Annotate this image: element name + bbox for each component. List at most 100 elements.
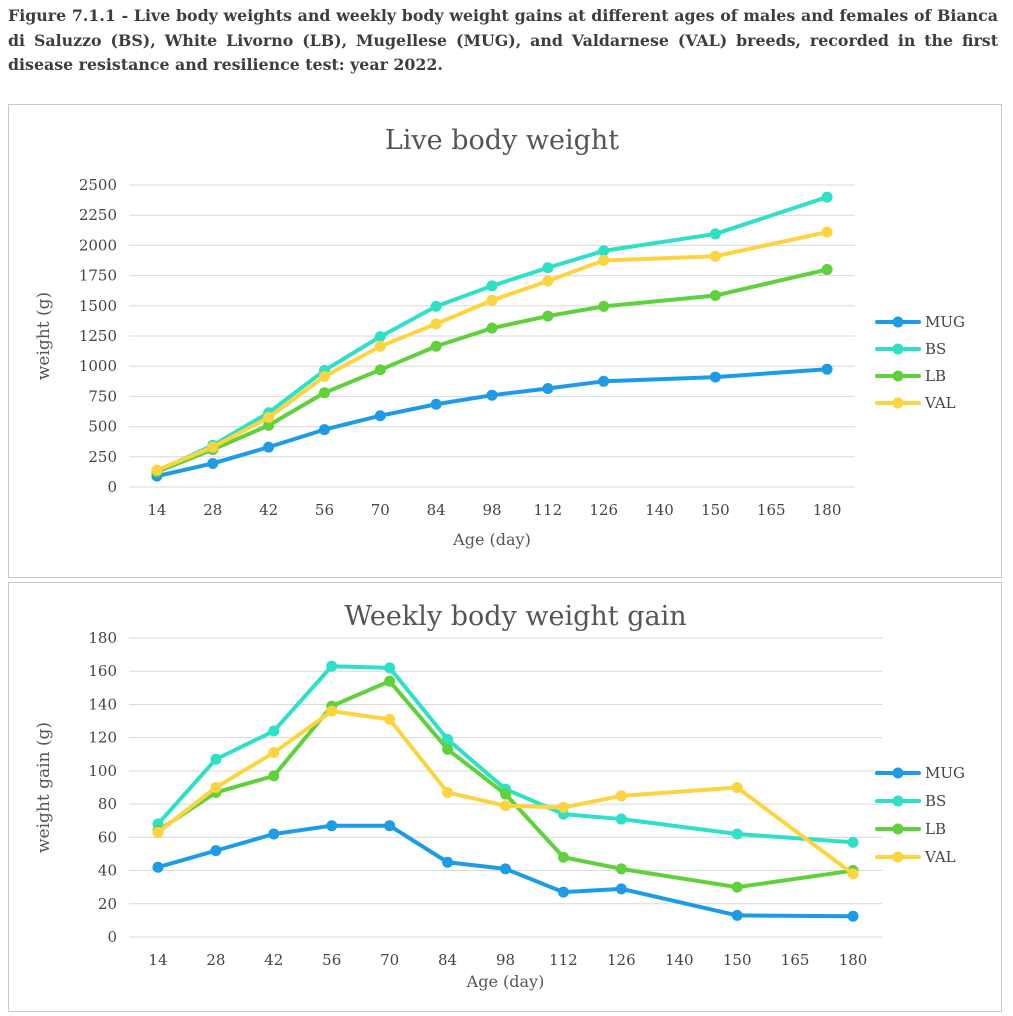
lbw-y-tick-label: 1250 <box>79 327 117 345</box>
wbg-data-point-bs <box>384 662 396 674</box>
lbw-x-tick-label: 150 <box>701 501 730 519</box>
wbg-x-tick-label: 56 <box>322 951 341 969</box>
lbw-data-point-mug <box>486 389 498 401</box>
lbw-y-tick-label: 0 <box>107 478 117 496</box>
wbg-x-tick-label: 98 <box>496 951 515 969</box>
wbg-y-axis-label: weight gain (g) <box>34 722 54 853</box>
wbg-y-tick-label: 100 <box>88 762 117 780</box>
wbg-data-point-lb <box>268 770 280 782</box>
lbw-data-point-val <box>709 250 721 262</box>
lbw-chart-title: Live body weight <box>385 125 619 156</box>
wbg-data-point-bs <box>847 836 859 848</box>
wbg-y-tick-label: 80 <box>98 795 117 813</box>
lbw-x-tick-label: 98 <box>482 501 501 519</box>
lbw-x-tick-label: 84 <box>427 501 446 519</box>
lbw-data-point-bs <box>486 280 498 292</box>
lbw-data-point-bs <box>374 331 386 343</box>
wbg-data-point-val <box>152 826 164 838</box>
wbg-data-point-val <box>210 782 222 793</box>
lbw-x-tick-label: 56 <box>315 501 334 519</box>
wbg-data-point-lb <box>500 788 511 800</box>
lbw-x-tick-label: 14 <box>147 501 166 519</box>
wbg-data-point-lb <box>731 881 743 893</box>
wbg-y-tick-label: 180 <box>88 629 117 647</box>
wbg-data-point-mug <box>326 820 338 832</box>
lbw-data-point-bs <box>709 228 721 240</box>
wbg-data-point-val <box>731 782 743 793</box>
wbg-data-point-bs <box>210 753 222 765</box>
lbw-legend-label-mug: MUG <box>925 313 965 331</box>
wbg-y-tick-label: 120 <box>88 729 117 747</box>
wbg-data-point-mug <box>731 909 743 921</box>
lbw-legend-marker-mug <box>892 316 904 328</box>
wbg-legend-label-val: VAL <box>924 848 956 866</box>
weekly-weight-gain-chart: Weekly body weight gain 0 20 40 60 80 100 120 14… <box>34 601 965 991</box>
wbg-x-tick-label: 165 <box>781 951 810 969</box>
lbw-x-axis-label: Age (day) <box>452 530 531 549</box>
wbg-data-point-bs <box>731 828 743 840</box>
lbw-data-point-val <box>263 412 275 424</box>
lbw-data-point-mug <box>821 363 833 375</box>
lbw-data-point-mug <box>207 457 219 469</box>
wbg-legend-marker-lb <box>892 823 904 835</box>
wbg-y-tick-label: 140 <box>88 695 117 713</box>
wbg-x-tick-label: 14 <box>148 951 167 969</box>
lbw-data-point-mug <box>430 398 442 410</box>
wbg-legend-label-lb: LB <box>925 820 946 838</box>
lbw-legend-label-lb: LB <box>925 367 946 385</box>
wbg-legend-label-mug: MUG <box>925 764 965 782</box>
wbg-legend-marker-val <box>892 851 904 863</box>
wbg-x-tick-label: 180 <box>839 951 868 969</box>
lbw-x-tick-label: 42 <box>259 501 278 519</box>
wbg-series-line-bs <box>155 664 856 845</box>
lbw-legend-label-val: VAL <box>924 394 956 412</box>
lbw-data-point-val <box>486 294 498 306</box>
figure-caption: Figure 7.1.1 - Live body weights and wee… <box>8 6 998 74</box>
lbw-data-point-val <box>542 275 554 287</box>
wbg-x-tick-label: 70 <box>380 951 399 969</box>
wbg-legend-label-bs: BS <box>925 792 946 810</box>
wbg-data-point-val <box>268 747 280 759</box>
wbg-data-point-mug <box>210 845 222 857</box>
wbg-data-point-val <box>847 868 859 880</box>
lbw-data-point-val <box>374 340 386 352</box>
wbg-data-point-mug <box>500 863 511 875</box>
wbg-data-point-mug <box>847 910 859 922</box>
lbw-y-tick-label: 1000 <box>79 357 117 375</box>
lbw-data-point-mug <box>598 375 610 387</box>
wbg-data-point-mug <box>268 828 280 840</box>
lbw-data-point-mug <box>709 371 721 383</box>
wbg-data-point-val <box>615 790 627 802</box>
lbw-y-tick-label: 250 <box>88 448 117 466</box>
wbg-chart-title: Weekly body weight gain <box>344 601 686 632</box>
wbg-y-tick-label: 160 <box>88 662 117 680</box>
lbw-data-point-mug <box>263 441 275 453</box>
wbg-data-point-val <box>442 786 454 798</box>
wbg-x-axis-label: Age (day) <box>466 972 545 991</box>
lbw-data-point-lb <box>709 290 721 302</box>
wbg-x-tick-label: 126 <box>607 951 636 969</box>
wbg-data-point-val <box>384 713 396 725</box>
wbg-y-tick-label: 60 <box>98 828 117 846</box>
lbw-data-point-mug <box>374 410 386 422</box>
live-body-weight-chart: Live body weight 0 250 500 750 1000 1250 1500 17… <box>34 125 965 549</box>
wbg-x-tick-label: 42 <box>264 951 283 969</box>
lbw-series-line-val <box>154 230 830 473</box>
lbw-legend-label-bs: BS <box>925 340 946 358</box>
lbw-y-tick-label: 500 <box>88 418 117 436</box>
weekly-weight-gain-chart-panel: Weekly body weight gain 0 20 40 60 80 100 120 14… <box>8 582 1002 1012</box>
lbw-y-tick-label: 2250 <box>79 206 117 224</box>
wbg-y-tick-label: 20 <box>98 895 117 913</box>
lbw-x-tick-label: 126 <box>589 501 618 519</box>
wbg-legend-marker-mug <box>892 767 904 779</box>
lbw-x-tick-label: 70 <box>371 501 390 519</box>
lbw-y-axis-label: weight (g) <box>34 292 54 380</box>
lbw-y-tick-label: 2500 <box>79 176 117 194</box>
wbg-legend-marker-bs <box>892 795 904 807</box>
wbg-data-point-mug <box>442 856 454 868</box>
lbw-data-point-lb <box>374 364 386 376</box>
lbw-data-point-bs <box>542 262 554 274</box>
wbg-data-point-val <box>326 705 338 717</box>
lbw-data-point-val <box>430 318 442 330</box>
wbg-x-tick-label: 140 <box>665 951 694 969</box>
